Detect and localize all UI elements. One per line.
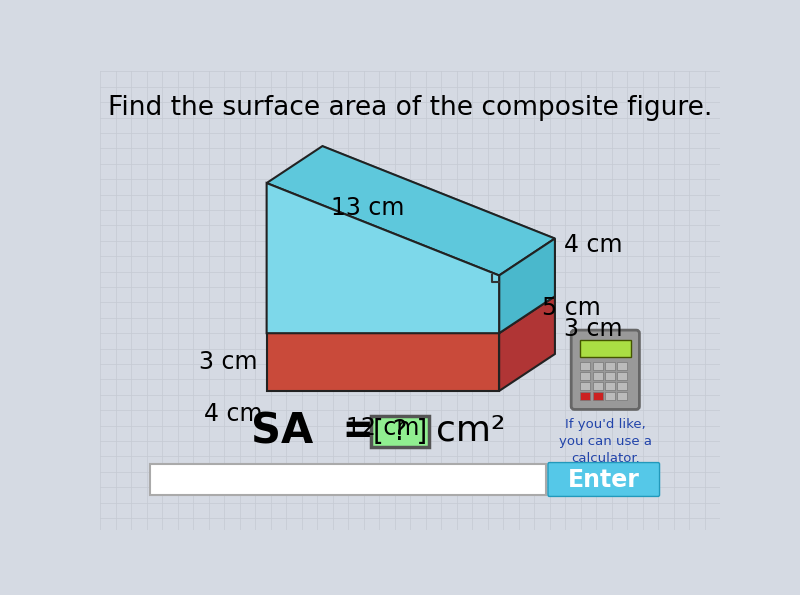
FancyBboxPatch shape [618, 362, 627, 369]
Text: 3 cm: 3 cm [199, 350, 258, 374]
Text: Find the surface area of the composite figure.: Find the surface area of the composite f… [108, 95, 712, 121]
FancyBboxPatch shape [571, 330, 639, 409]
Text: 13 cm: 13 cm [330, 196, 404, 220]
Polygon shape [266, 296, 555, 333]
FancyBboxPatch shape [580, 372, 590, 380]
FancyBboxPatch shape [593, 362, 602, 369]
FancyBboxPatch shape [605, 372, 615, 380]
FancyBboxPatch shape [150, 464, 546, 495]
FancyBboxPatch shape [548, 462, 659, 496]
Text: 4 cm: 4 cm [204, 402, 262, 426]
Text: cm²: cm² [435, 413, 505, 447]
Text: 3 cm: 3 cm [564, 317, 622, 341]
Text: 4 cm: 4 cm [564, 233, 622, 256]
Polygon shape [499, 296, 555, 391]
FancyBboxPatch shape [371, 416, 430, 447]
Polygon shape [322, 146, 555, 296]
FancyBboxPatch shape [618, 382, 627, 390]
Text: 5 cm: 5 cm [542, 296, 601, 320]
Polygon shape [266, 183, 499, 333]
Polygon shape [266, 333, 499, 391]
FancyBboxPatch shape [593, 392, 602, 400]
Text: 12 cm: 12 cm [346, 415, 419, 440]
Polygon shape [266, 146, 555, 275]
FancyBboxPatch shape [605, 382, 615, 390]
FancyBboxPatch shape [618, 392, 627, 400]
FancyBboxPatch shape [580, 392, 590, 400]
FancyBboxPatch shape [593, 382, 602, 390]
FancyBboxPatch shape [605, 392, 615, 400]
FancyBboxPatch shape [580, 362, 590, 369]
Text: SA  =: SA = [251, 411, 377, 453]
Text: [ ? ]: [ ? ] [373, 418, 427, 446]
FancyBboxPatch shape [618, 372, 627, 380]
Text: Enter: Enter [568, 468, 640, 491]
FancyBboxPatch shape [605, 362, 615, 369]
Text: If you'd like,
you can use a
calculator.: If you'd like, you can use a calculator. [558, 418, 652, 465]
FancyBboxPatch shape [580, 382, 590, 390]
FancyBboxPatch shape [580, 340, 631, 357]
Polygon shape [499, 239, 555, 333]
FancyBboxPatch shape [593, 372, 602, 380]
